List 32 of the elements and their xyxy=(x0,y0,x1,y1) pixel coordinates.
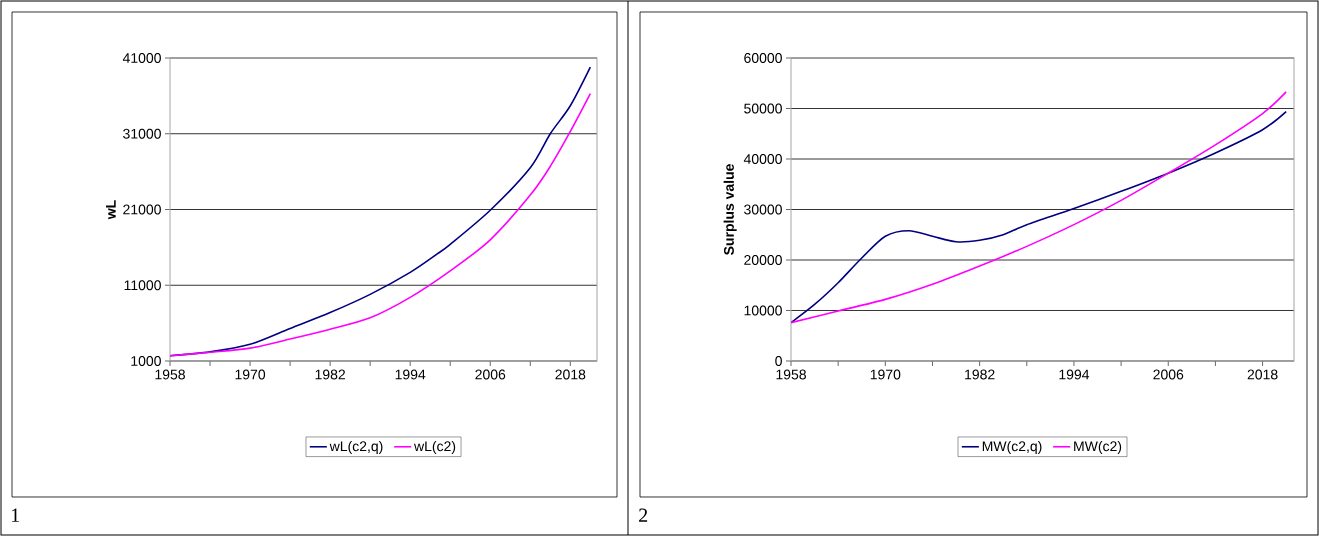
y-tick-label: 41000 xyxy=(122,53,161,63)
x-tick-label: 1994 xyxy=(395,369,426,380)
x-tick-label: 1970 xyxy=(870,369,901,380)
y-tick-label: 1000 xyxy=(131,356,161,366)
x-tick-label: 1982 xyxy=(965,369,995,380)
legend-label: wL(c2,q) xyxy=(329,440,383,454)
x-tick-label: 2018 xyxy=(1247,369,1278,380)
y-tick-label: 11000 xyxy=(124,280,161,291)
y-tick-label: 31000 xyxy=(123,128,161,139)
y-tick-label: 50000 xyxy=(744,103,782,114)
x-tick-label: 1982 xyxy=(315,369,345,380)
y-tick-label: 30000 xyxy=(744,204,782,215)
legend-label: MW(c2) xyxy=(1074,440,1122,454)
y-tick-label: 40000 xyxy=(743,154,782,164)
x-tick-label: 2006 xyxy=(1153,369,1184,380)
text: 2 xyxy=(639,508,648,522)
y-tick-label: 21000 xyxy=(123,204,161,215)
x-tick-label: 1970 xyxy=(235,369,266,380)
legend-label: wL(c2) xyxy=(414,440,456,454)
x-tick-label: 2006 xyxy=(475,369,506,380)
y-tick-label: 0 xyxy=(775,356,782,366)
y-axis-title: Surplus value xyxy=(723,164,737,255)
y-tick-label: 60000 xyxy=(744,53,782,63)
y-tick-label: 20000 xyxy=(744,255,782,265)
x-tick-label: 1958 xyxy=(155,369,185,380)
x-tick-label: 2018 xyxy=(555,369,586,380)
legend-label: MW(c2,q) xyxy=(982,440,1042,454)
y-tick-label: 10000 xyxy=(744,305,782,316)
y-axis-title: wL xyxy=(106,200,116,220)
text: 1 xyxy=(11,508,19,522)
x-tick-label: 1994 xyxy=(1059,369,1090,380)
x-tick-label: 1958 xyxy=(776,369,806,380)
